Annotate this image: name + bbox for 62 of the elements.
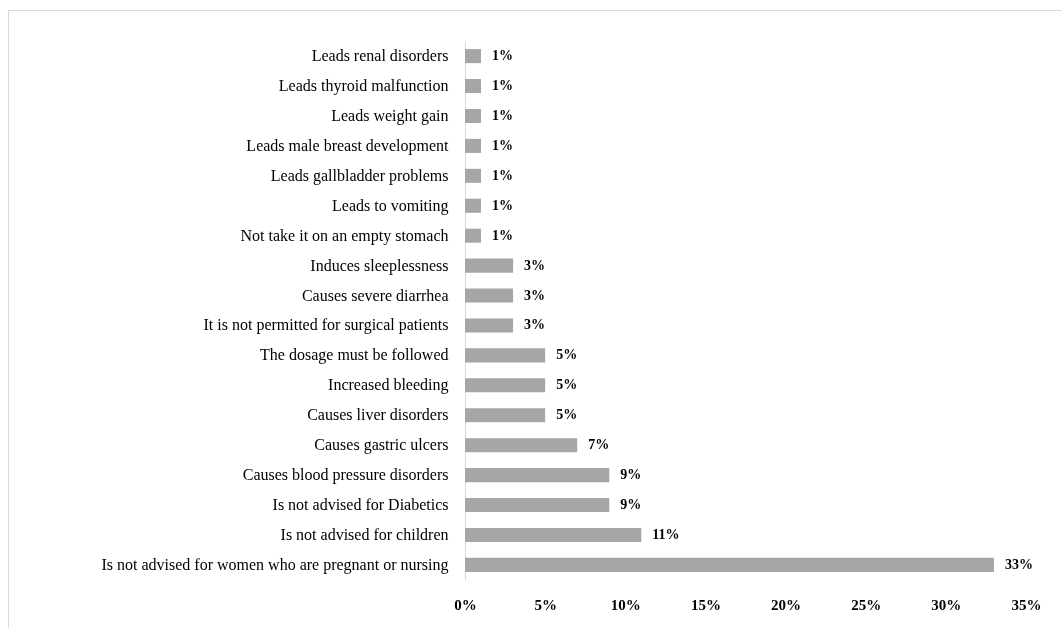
- y-tick-label: Causes blood pressure disorders: [242, 466, 449, 485]
- y-tick-label: Is not advised for Diabetics: [272, 496, 449, 514]
- bar: [465, 198, 482, 213]
- y-tick-label: The dosage must be followed: [260, 346, 449, 365]
- y-tick-label: Leads gallbladder problems: [270, 166, 449, 185]
- x-tick-label: 10%: [610, 596, 641, 613]
- data-label: 1%: [492, 137, 514, 153]
- data-label: 7%: [588, 437, 610, 453]
- bar: [465, 228, 482, 243]
- bar: [465, 49, 482, 64]
- bar: [465, 318, 514, 333]
- bar: [465, 527, 642, 542]
- data-label: 5%: [556, 377, 578, 393]
- x-tick-label: 30%: [931, 596, 962, 613]
- y-tick-label: Leads thyroid malfunction: [278, 77, 449, 96]
- y-tick-label: Causes severe diarrhea: [301, 286, 449, 304]
- data-label: 1%: [492, 197, 514, 213]
- bar: [465, 288, 514, 303]
- x-tick-label: 5%: [534, 596, 557, 613]
- x-tick-label: 25%: [851, 596, 882, 613]
- data-label: 9%: [620, 467, 642, 483]
- bar: [465, 557, 994, 572]
- bar: [465, 498, 610, 513]
- y-tick-label: Causes gastric ulcers: [314, 436, 449, 455]
- y-tick-label: Not take it on an empty stomach: [240, 226, 449, 245]
- data-label: 5%: [556, 347, 578, 363]
- bar: [465, 138, 482, 153]
- data-label: 1%: [492, 48, 514, 64]
- x-tick-label: 35%: [1011, 596, 1042, 613]
- data-label: 33%: [1004, 556, 1033, 572]
- bar: [465, 438, 578, 453]
- x-tick-label: 20%: [771, 596, 802, 613]
- y-tick-label: Leads weight gain: [331, 106, 449, 125]
- data-label: 9%: [620, 497, 642, 513]
- bar: [465, 468, 610, 483]
- y-tick-label: Is not advised for children: [280, 525, 449, 543]
- data-label: 1%: [492, 167, 514, 183]
- y-tick-label: Increased bleeding: [328, 376, 449, 395]
- bar: [465, 408, 546, 423]
- data-label: 3%: [524, 287, 546, 303]
- bar: [465, 348, 546, 363]
- x-tick-label: 0%: [454, 596, 477, 613]
- y-tick-label: Leads to vomiting: [332, 196, 449, 215]
- y-tick-label: Leads renal disorders: [311, 47, 449, 65]
- bar: [465, 378, 546, 393]
- bar: [465, 79, 482, 94]
- y-tick-label: Is not advised for women who are pregnant or nursing: [101, 555, 449, 574]
- data-label: 1%: [492, 78, 514, 94]
- y-tick-label: Leads male breast development: [246, 136, 450, 155]
- data-label: 11%: [652, 526, 680, 542]
- bar: [465, 108, 482, 123]
- y-tick-label: It is not permitted for surgical patients: [203, 316, 449, 335]
- data-label: 1%: [492, 227, 514, 243]
- y-tick-label: Causes liver disorders: [307, 406, 449, 424]
- data-label: 3%: [524, 257, 546, 273]
- data-label: 5%: [556, 407, 578, 423]
- bar: [465, 168, 482, 183]
- bar: [465, 258, 514, 273]
- y-tick-label: Induces sleeplessness: [310, 256, 449, 275]
- x-tick-label: 15%: [690, 596, 721, 613]
- data-label: 1%: [492, 107, 514, 123]
- data-label: 3%: [524, 317, 546, 333]
